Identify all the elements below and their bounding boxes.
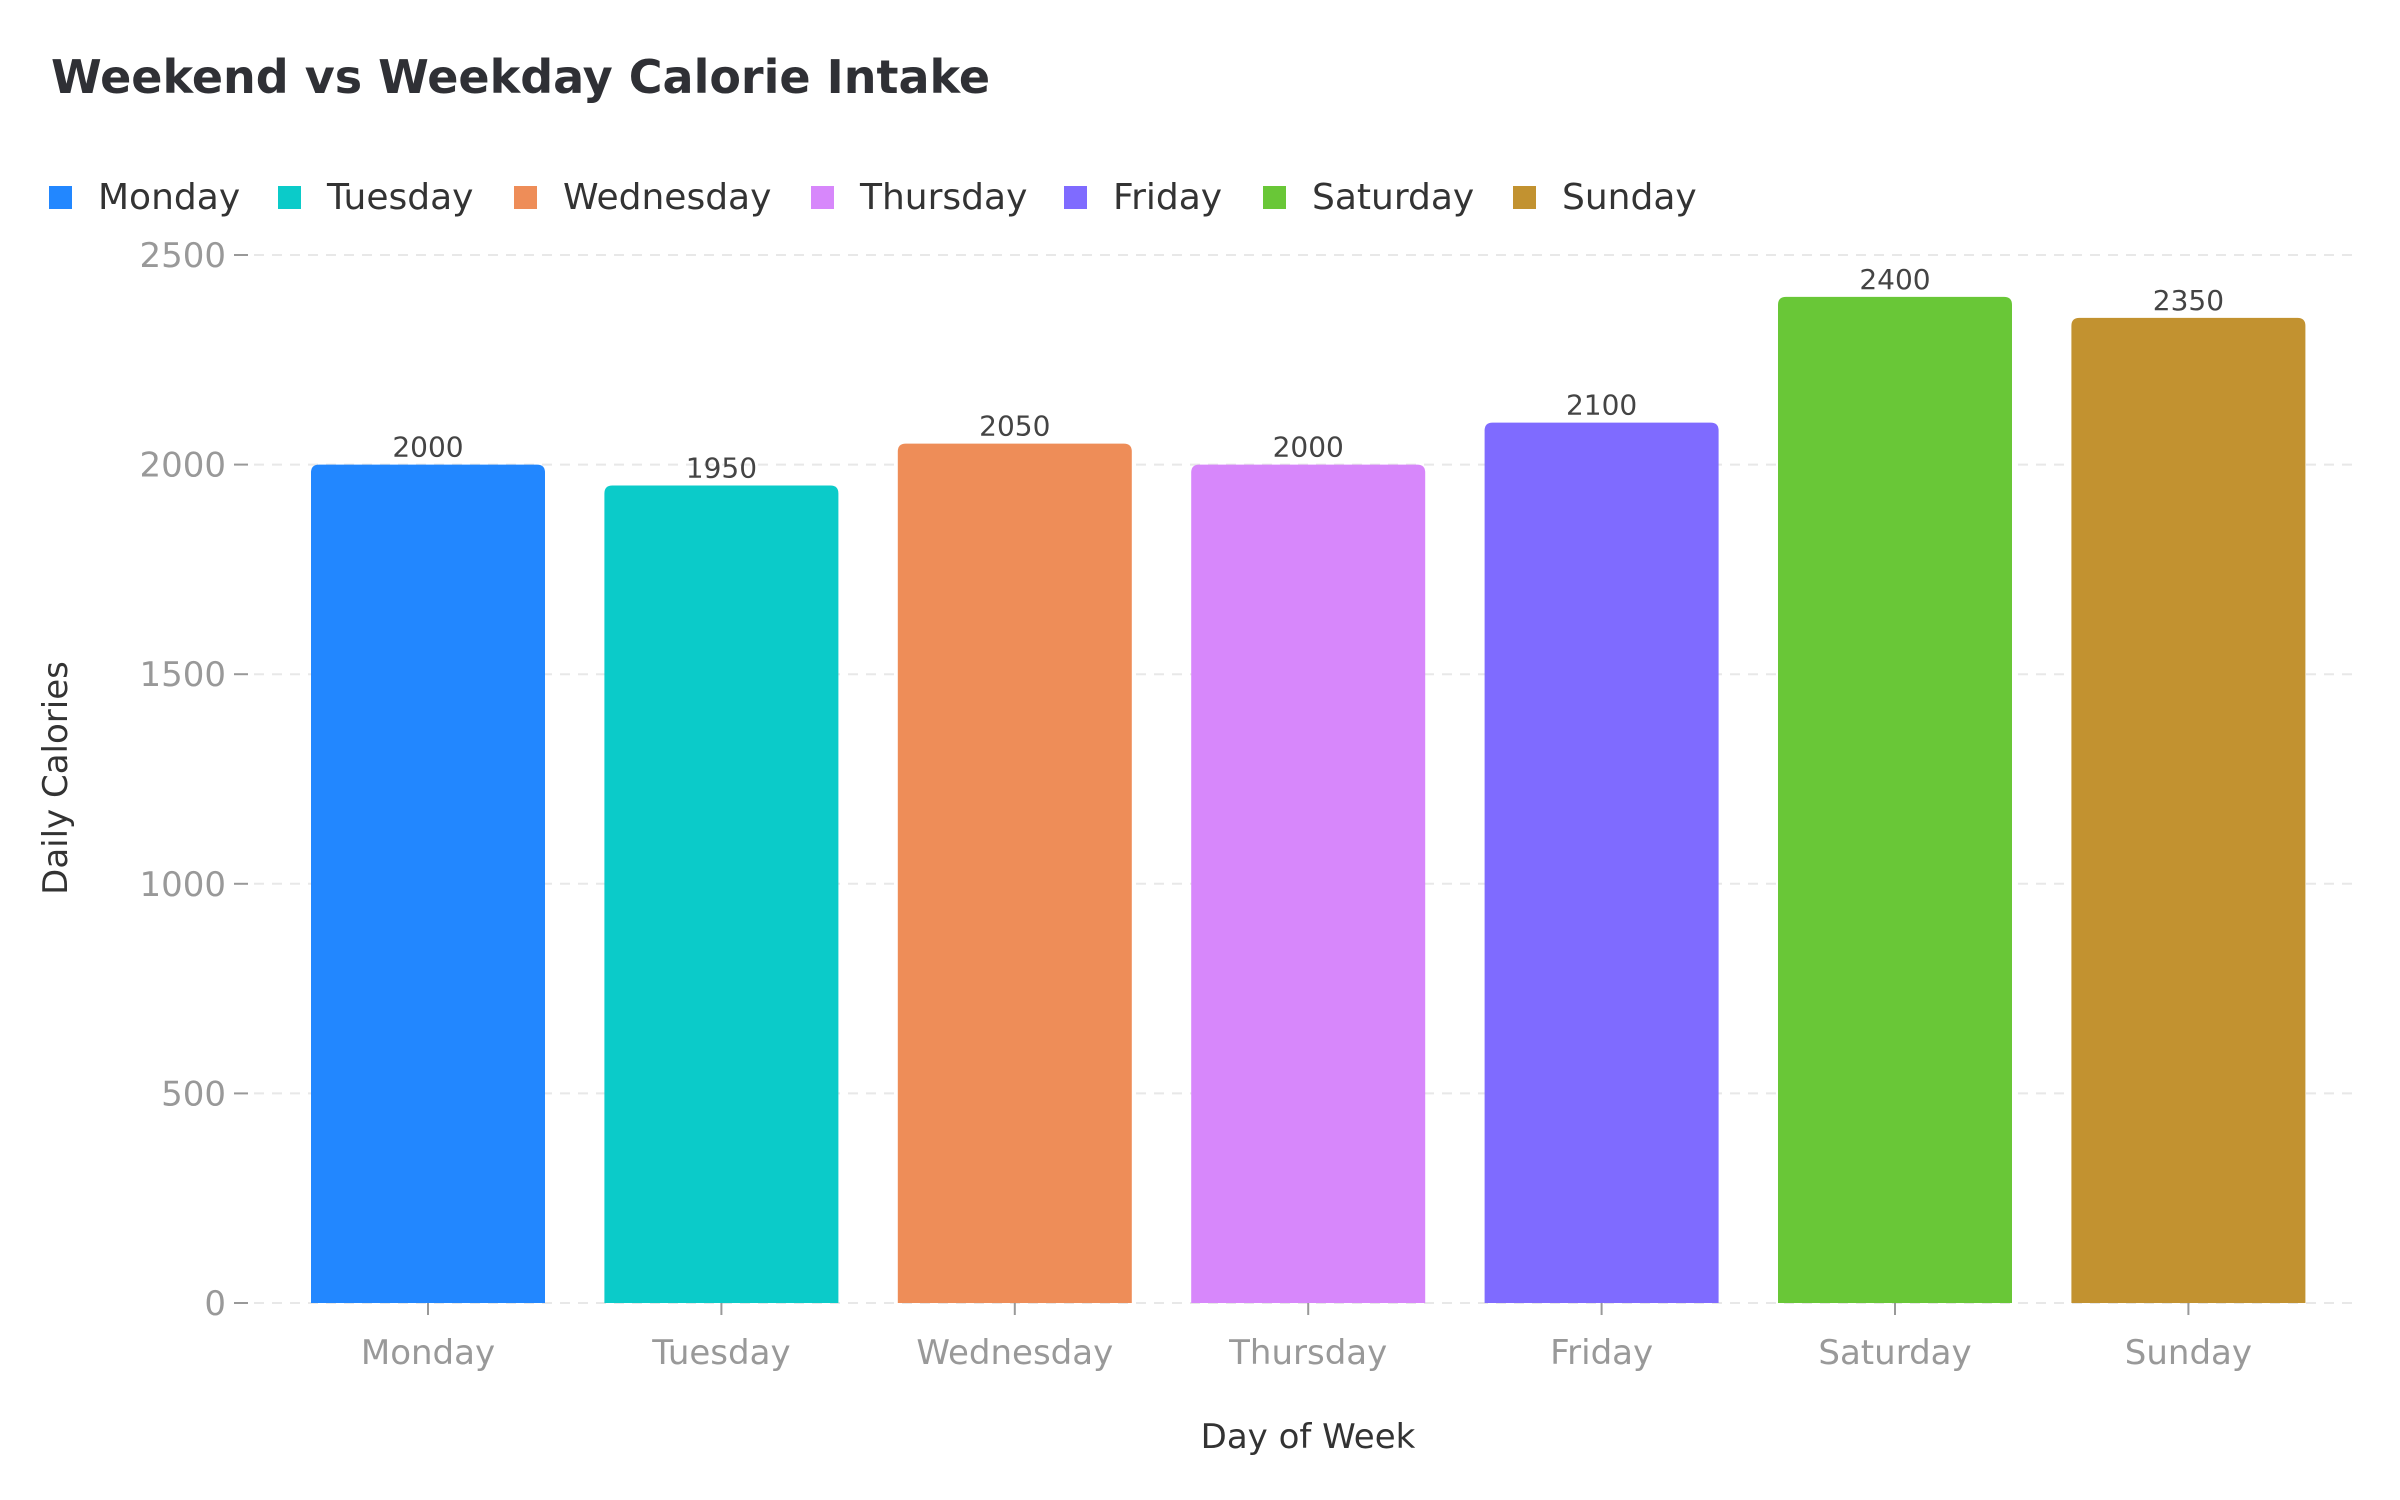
legend-swatch bbox=[278, 185, 301, 209]
y-tick-label: 1000 bbox=[139, 865, 226, 905]
y-tick-label: 2500 bbox=[139, 236, 226, 276]
legend-swatch bbox=[811, 185, 834, 209]
legend-swatch bbox=[1263, 185, 1286, 209]
data-label: 2000 bbox=[1273, 431, 1344, 464]
bar bbox=[2071, 317, 2306, 1303]
legend: Monday Tuesday Wednesday Thursday Friday Satu… bbox=[0, 174, 2400, 220]
data-label: 2050 bbox=[979, 410, 1050, 443]
bar bbox=[311, 464, 545, 1304]
legend-label: Friday bbox=[1113, 176, 1223, 218]
legend-label: Wednesday bbox=[563, 176, 772, 218]
bar bbox=[604, 485, 839, 1303]
y-tick-label: 1500 bbox=[139, 655, 226, 695]
legend-swatch bbox=[1064, 185, 1087, 209]
data-label: 2400 bbox=[1859, 263, 1930, 296]
legend-item[interactable]: Saturday bbox=[1263, 174, 1474, 220]
data-label: 1950 bbox=[686, 452, 757, 485]
legend-label: Sunday bbox=[1562, 176, 1697, 218]
legend-swatch bbox=[514, 185, 537, 209]
x-tick-label: Sunday bbox=[2125, 1333, 2252, 1373]
legend-item[interactable]: Monday bbox=[49, 174, 240, 220]
bar bbox=[1778, 296, 2012, 1303]
chart-title: Weekend vs Weekday Calorie Intake bbox=[51, 50, 991, 104]
legend-label: Tuesday bbox=[327, 176, 474, 218]
x-tick-label: Saturday bbox=[1818, 1333, 1971, 1373]
legend-swatch bbox=[49, 185, 72, 209]
legend-swatch bbox=[1513, 185, 1536, 209]
y-tick-label: 500 bbox=[161, 1074, 226, 1114]
legend-item[interactable]: Tuesday bbox=[278, 174, 473, 220]
x-tick-label: Tuesday bbox=[651, 1333, 790, 1373]
y-axis-label: Daily Calories bbox=[36, 661, 76, 895]
legend-label: Thursday bbox=[860, 176, 1028, 218]
legend-label: Saturday bbox=[1312, 176, 1475, 218]
legend-item[interactable]: Wednesday bbox=[514, 174, 771, 220]
x-tick-label: Wednesday bbox=[916, 1333, 1113, 1373]
x-tick-label: Monday bbox=[361, 1333, 495, 1373]
x-tick-label: Thursday bbox=[1228, 1333, 1387, 1373]
bar bbox=[1484, 422, 1719, 1303]
y-tick-label: 0 bbox=[204, 1284, 226, 1324]
x-tick-label: Friday bbox=[1550, 1333, 1653, 1373]
y-tick-label: 2000 bbox=[139, 446, 226, 486]
x-axis-label: Day of Week bbox=[1201, 1417, 1416, 1457]
data-label: 2350 bbox=[2153, 284, 2224, 317]
legend-item[interactable]: Thursday bbox=[811, 174, 1027, 220]
legend-item[interactable]: Friday bbox=[1064, 174, 1222, 220]
bar bbox=[1191, 464, 1426, 1304]
bar bbox=[897, 443, 1132, 1303]
data-label: 2000 bbox=[392, 431, 463, 464]
data-label: 2100 bbox=[1566, 389, 1637, 422]
legend-label: Monday bbox=[98, 176, 241, 218]
legend-item[interactable]: Sunday bbox=[1513, 174, 1697, 220]
